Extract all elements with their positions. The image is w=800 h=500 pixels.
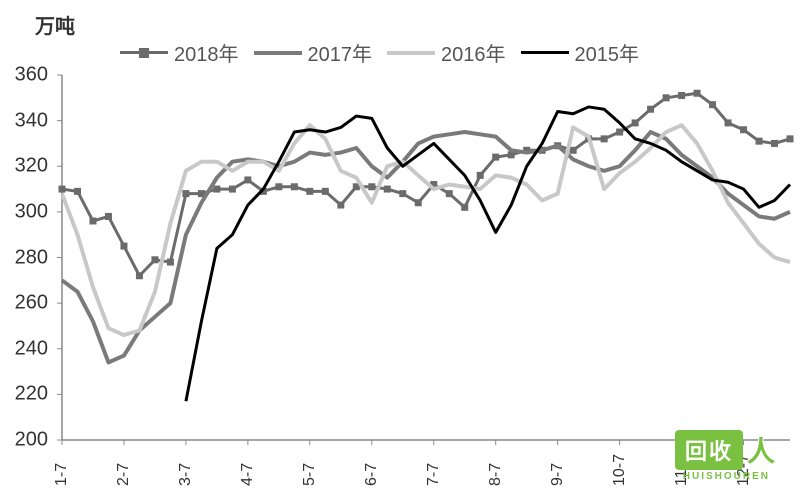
chart-plot-area — [0, 0, 800, 500]
series-line — [62, 132, 790, 362]
series-marker — [694, 90, 701, 97]
legend: 2018年 2017年 2016年 2015年 — [120, 38, 639, 67]
series-marker — [771, 140, 778, 147]
series-marker — [430, 181, 437, 188]
watermark: 回收 人 — [675, 430, 775, 470]
y-tick-label: 240 — [0, 337, 48, 360]
legend-label: 2016年 — [441, 38, 506, 67]
series-marker — [167, 259, 174, 266]
series-marker — [213, 186, 220, 193]
watermark-side: 人 — [747, 430, 775, 470]
series-marker — [508, 151, 515, 158]
series-marker — [89, 218, 96, 225]
series-marker — [461, 204, 468, 211]
series-marker — [725, 119, 732, 126]
x-tick-label: 1-7 — [53, 463, 71, 486]
legend-item: 2016年 — [387, 38, 506, 67]
y-axis-title: 万吨 — [35, 10, 75, 39]
x-tick-label: 7-7 — [425, 463, 443, 486]
series-marker — [570, 147, 577, 154]
series-marker — [601, 135, 608, 142]
series-line — [186, 107, 790, 401]
series-marker — [539, 147, 546, 154]
y-tick-label: 200 — [0, 429, 48, 452]
series-marker — [105, 213, 112, 220]
legend-item: 2015年 — [521, 38, 640, 67]
y-tick-label: 340 — [0, 109, 48, 132]
x-tick-label: 9-7 — [549, 463, 567, 486]
series-marker — [244, 176, 251, 183]
y-tick-label: 220 — [0, 383, 48, 406]
series-marker — [59, 186, 66, 193]
series-marker — [198, 190, 205, 197]
series-marker — [647, 106, 654, 113]
series-marker — [415, 199, 422, 206]
series-marker — [229, 186, 236, 193]
series-marker — [492, 154, 499, 161]
series-marker — [585, 135, 592, 142]
series-marker — [787, 135, 794, 142]
x-tick-label: 4-7 — [239, 463, 257, 486]
series-marker — [120, 243, 127, 250]
series-marker — [368, 183, 375, 190]
series-marker — [182, 190, 189, 197]
series-marker — [353, 183, 360, 190]
x-tick-label: 2-7 — [115, 463, 133, 486]
series-marker — [632, 119, 639, 126]
series-marker — [446, 190, 453, 197]
y-tick-label: 300 — [0, 200, 48, 223]
y-tick-label: 280 — [0, 246, 48, 269]
legend-item: 2018年 — [120, 38, 239, 67]
legend-item: 2017年 — [254, 38, 373, 67]
series-marker — [74, 188, 81, 195]
series-marker — [306, 188, 313, 195]
series-marker — [399, 190, 406, 197]
series-marker — [616, 129, 623, 136]
series-marker — [136, 272, 143, 279]
x-tick-label: 8-7 — [487, 463, 505, 486]
series-marker — [477, 172, 484, 179]
legend-label: 2015年 — [575, 38, 640, 67]
series-marker — [756, 138, 763, 145]
watermark-box: 回收 — [675, 430, 743, 470]
series-marker — [554, 142, 561, 149]
series-marker — [322, 188, 329, 195]
series-marker — [151, 256, 158, 263]
y-tick-label: 360 — [0, 64, 48, 87]
series-marker — [663, 94, 670, 101]
series-marker — [275, 183, 282, 190]
x-tick-label: 6-7 — [363, 463, 381, 486]
series-marker — [260, 188, 267, 195]
series-line — [62, 93, 790, 276]
x-tick-label: 3-7 — [177, 463, 195, 486]
x-tick-label: 10-7 — [611, 454, 629, 486]
series-marker — [523, 147, 530, 154]
legend-label: 2017年 — [308, 38, 373, 67]
series-marker — [384, 186, 391, 193]
series-marker — [678, 92, 685, 99]
series-marker — [337, 202, 344, 209]
series-line — [62, 125, 790, 335]
watermark-url: HUISHOUREN — [683, 471, 770, 482]
y-tick-label: 260 — [0, 292, 48, 315]
series-marker — [709, 101, 716, 108]
series-marker — [291, 183, 298, 190]
legend-label: 2018年 — [174, 38, 239, 67]
series-marker — [740, 126, 747, 133]
y-tick-label: 320 — [0, 155, 48, 178]
x-tick-label: 5-7 — [301, 463, 319, 486]
